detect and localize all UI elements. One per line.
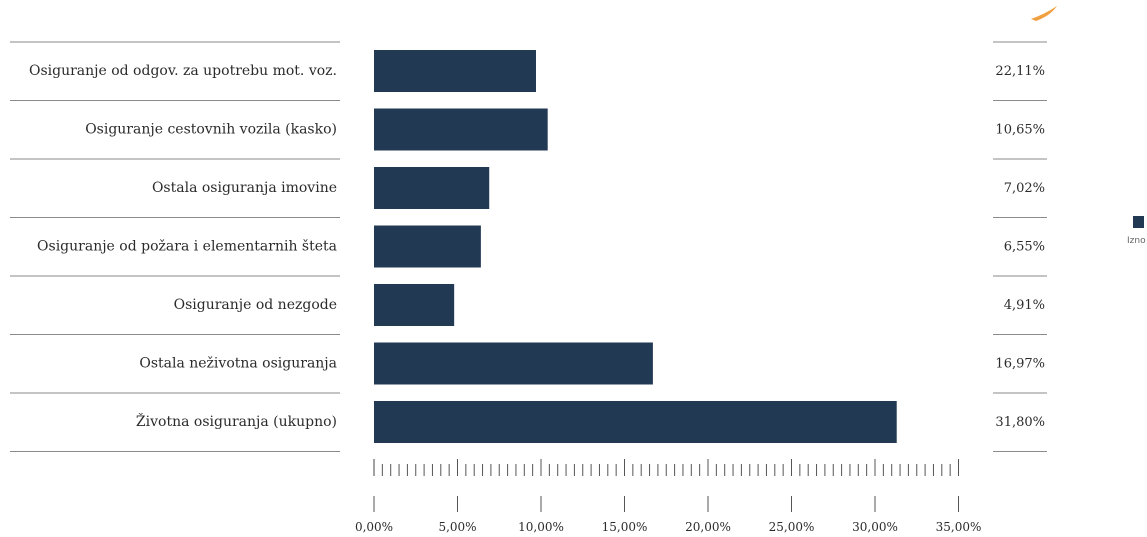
bar [374,225,481,268]
tick-label: 10,00% [518,520,564,534]
category-label: Osiguranje cestovnih vozila (kasko) [85,122,337,138]
tick-label: 5,00% [438,520,476,534]
tick-label: 15,00% [602,520,648,534]
bar [374,284,455,326]
category-label: Ostala osiguranja imovine [152,180,337,196]
category-label: Osiguranje od požara i elementarnih štet… [37,238,337,255]
row-separators [10,41,1047,452]
category-label: Životna osiguranja (ukupno) [136,412,337,430]
bar [374,50,536,92]
bar [374,167,490,209]
bars [374,50,897,443]
tick-label: 20,00% [685,520,731,534]
bar [374,401,897,443]
tick-label: 35,00% [936,520,982,534]
value-label: 16,97% [995,357,1045,372]
value-label: 31,80% [995,415,1045,430]
category-labels: Osiguranje od odgov. za upotrebu mot. vo… [29,63,337,430]
tick-label: 30,00% [852,520,898,534]
legend-swatch [1133,216,1144,228]
tick-label: 0,00% [355,520,393,534]
legend-label: Izno [1127,236,1146,246]
value-label: 22,11% [995,64,1045,79]
bar [374,342,653,385]
bar [374,108,548,151]
category-label: Osiguranje od nezgode [174,297,337,313]
category-label: Ostala neživotna osiguranja [139,356,337,372]
value-label: 6,55% [1004,240,1045,255]
x-axis: 0,00% 5,00% 10,00% 15,00% 20,00% 25,00% 30,00%… [355,459,981,534]
value-label: 7,02% [1004,181,1045,196]
legend: Izno [1127,216,1146,246]
value-label: 10,65% [995,123,1045,138]
value-labels: 22,11% 10,65% 7,02% 6,55% 4,91% 16,97% 31,80% [995,64,1045,430]
value-label: 4,91% [1004,298,1045,313]
category-label: Osiguranje od odgov. za upotrebu mot. vo… [29,63,337,79]
tick-label: 25,00% [769,520,815,534]
orange-accent-mark [1031,6,1057,21]
